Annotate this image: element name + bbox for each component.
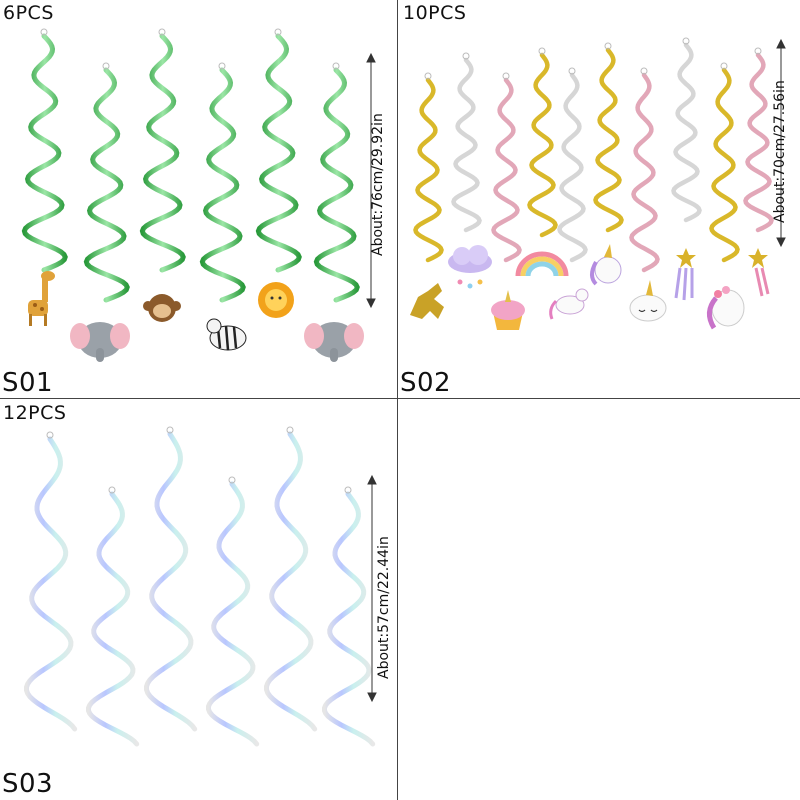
unicorn-swirl [743,52,774,233]
count-label: 6PCS [3,2,54,24]
measure-arrow [776,38,786,248]
unicorn-head-icon [590,244,622,286]
rain-cloud-icon [448,245,492,289]
lion-icon [258,282,294,318]
hanger-ring [218,62,226,70]
unicorn-swirl [557,72,588,263]
hanger-ring [40,28,48,36]
shooting-star-icon [748,248,770,297]
hanger-ring [720,62,728,70]
hanger-ring [286,426,294,434]
unicorn-swirl [527,52,558,238]
unicorn-swirl [491,77,522,263]
unicorn-swirl [671,42,702,223]
unicorn-prancing-icon [549,288,589,320]
horizontal-divider [0,398,800,399]
hanger-ring [228,476,236,484]
hanger-ring [108,486,116,494]
hanger-ring [332,62,340,70]
panel-s03: 12PCS About:57cm/22.44in S03 [0,399,397,800]
hanger-ring [604,42,612,50]
green-swirl [139,33,186,273]
unicorn-swirl [451,57,482,233]
green-swirl [255,33,302,273]
giraffe-icon [28,271,55,326]
green-swirl [199,67,246,303]
hanger-ring [682,37,690,45]
monkey-icon [143,294,181,322]
unicorn-flowers-icon [707,286,745,330]
green-swirl-illustration [21,28,376,362]
hanger-ring [568,67,576,75]
hanger-ring [462,52,470,60]
iridescent-swirl [322,491,376,747]
hanger-ring [158,28,166,36]
unicorn-face-icon [629,280,667,322]
panel-s01: 6PCS [0,0,397,398]
iridescent-swirl [24,436,78,732]
hanger-ring [166,426,174,434]
hanger-ring [640,67,648,75]
product-code: S03 [2,769,54,799]
iridescent-swirl [264,431,318,732]
shooting-star-icon [674,248,696,301]
iridescent-swirl [144,431,198,732]
gold-unicorn-icon [410,283,444,319]
iridescent-swirl [206,481,260,747]
count-label: 10PCS [403,2,467,24]
measure-arrow [366,52,376,309]
green-swirl [21,33,68,273]
hanger-ring [102,62,110,70]
hanger-ring [274,28,282,36]
measurement-label: About:76cm/29.92in [370,113,386,256]
iridescent-swirl [86,491,140,747]
zebra-icon [206,318,247,351]
elephant-icon [304,322,364,362]
panel-s02: 10PCS [398,0,800,398]
product-code: S02 [400,368,452,398]
hanger-ring [754,47,762,55]
count-label: 12PCS [3,402,67,424]
green-swirl [83,67,130,303]
hanger-ring [46,431,54,439]
rainbow-icon [515,251,569,277]
measure-arrow [367,474,377,703]
hanger-ring [344,486,352,494]
iridescent-swirl-illustration [24,426,377,747]
unicorn-swirl [629,72,660,273]
green-swirl [313,67,360,303]
vertical-divider [397,0,398,800]
unicorn-swirl-illustration [410,37,786,330]
hanger-ring [538,47,546,55]
unicorn-swirl [709,67,740,263]
hanger-ring [502,72,510,80]
hanger-ring [424,72,432,80]
cupcake-icon [491,290,525,330]
measurement-label: About:70cm/27.56in [772,80,788,223]
product-code: S01 [2,368,54,398]
unicorn-swirl [593,47,624,233]
unicorn-swirl [413,77,444,263]
measurement-label: About:57cm/22.44in [376,536,392,679]
elephant-icon [70,322,130,362]
